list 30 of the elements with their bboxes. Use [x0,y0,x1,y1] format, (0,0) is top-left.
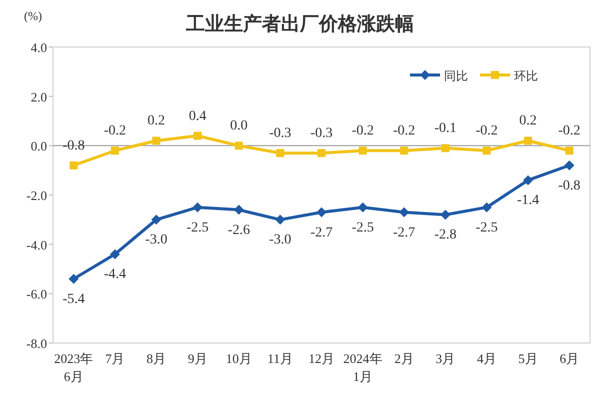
point [564,160,574,170]
point [358,202,368,212]
point [276,149,284,158]
point [194,132,202,140]
point [441,144,450,152]
point [275,214,286,225]
point [234,142,243,150]
point [482,146,491,155]
point [482,202,492,212]
point [399,207,410,218]
point [152,136,160,145]
point [523,175,534,186]
point [68,274,79,284]
point [110,249,120,260]
title: 工业生产者出厂价格涨跌幅 [186,14,414,35]
legend-label: 环比 [514,69,538,83]
point [565,146,574,155]
point [234,204,244,215]
point [110,146,119,155]
legend-label: 同比 [444,69,468,83]
point [70,161,78,170]
point [400,146,408,155]
point [318,149,326,158]
ylabel: (%) [24,9,42,23]
point [192,202,203,212]
point [524,136,532,145]
point [316,207,326,218]
point [440,210,450,220]
point [358,146,367,155]
point [151,214,162,225]
